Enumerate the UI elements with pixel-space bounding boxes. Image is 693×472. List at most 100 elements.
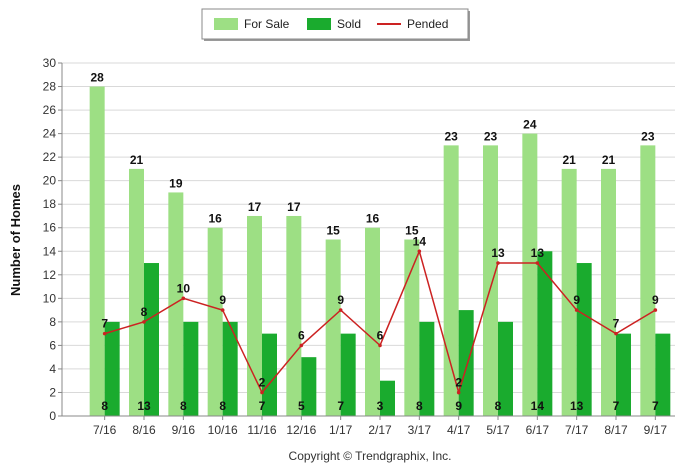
label-pended: 9 xyxy=(337,293,344,307)
bar-for-sale xyxy=(325,239,341,416)
y-tick-label: 8 xyxy=(49,315,56,329)
pended-point xyxy=(338,308,343,312)
label-sold: 7 xyxy=(613,399,620,413)
bar-for-sale xyxy=(286,215,302,416)
bar-for-sale xyxy=(601,168,616,416)
bar-sold xyxy=(222,321,238,416)
label-sold: 7 xyxy=(652,399,659,413)
pended-point xyxy=(456,390,461,395)
pended-point xyxy=(378,343,382,348)
label-for-sale: 28 xyxy=(90,71,104,85)
pended-point xyxy=(102,331,107,336)
label-pended: 7 xyxy=(101,317,108,331)
label-sold: 13 xyxy=(570,399,584,413)
bar-sold xyxy=(183,321,199,416)
label-sold: 7 xyxy=(259,399,266,413)
bar-for-sale xyxy=(129,168,144,416)
y-tick-label: 24 xyxy=(43,127,57,141)
y-tick-label: 18 xyxy=(43,197,57,211)
legend-sold-swatch xyxy=(307,18,331,30)
x-tick-label: 5/17 xyxy=(486,423,510,437)
label-for-sale: 21 xyxy=(130,153,144,167)
bar-for-sale xyxy=(247,215,262,416)
y-tick-label: 30 xyxy=(43,56,57,70)
legend-for-sale-label: For Sale xyxy=(244,17,290,31)
bar-sold xyxy=(340,333,356,416)
x-axis: 7/16 8/16 9/16 10/16 11/16 12/16 1/17 2/17 3/17 4… xyxy=(62,415,675,437)
legend: For Sale Sold Pended xyxy=(201,8,470,41)
label-for-sale: 17 xyxy=(248,200,262,214)
pended-point xyxy=(142,320,146,324)
data-labels: 2882113198168177175157163158239238241421… xyxy=(90,71,659,413)
label-sold: 8 xyxy=(101,399,108,413)
x-tick-label: 12/16 xyxy=(286,423,316,437)
pended-point xyxy=(417,249,422,254)
pended-point xyxy=(614,331,618,336)
label-pended: 9 xyxy=(219,293,226,307)
bar-for-sale xyxy=(640,145,656,416)
x-tick-label: 8/16 xyxy=(132,423,156,437)
label-for-sale: 17 xyxy=(287,200,301,214)
label-sold: 8 xyxy=(219,399,226,413)
bar-sold xyxy=(498,321,513,416)
label-for-sale: 16 xyxy=(208,212,222,226)
label-for-sale: 21 xyxy=(562,153,576,167)
y-tick-label: 20 xyxy=(43,174,57,188)
pended-line xyxy=(102,248,658,396)
y-tick-label: 2 xyxy=(49,385,56,399)
label-for-sale: 21 xyxy=(602,153,616,167)
label-pended: 6 xyxy=(377,328,384,342)
label-pended: 14 xyxy=(413,234,427,248)
label-for-sale: 24 xyxy=(523,118,537,132)
bar-for-sale xyxy=(443,145,459,416)
pended-point xyxy=(260,390,264,395)
x-tick-label: 2/17 xyxy=(368,423,392,437)
y-tick-label: 10 xyxy=(43,291,57,305)
bar-for-sale xyxy=(404,239,420,416)
bar-sold xyxy=(655,333,671,416)
label-sold: 7 xyxy=(337,399,344,413)
label-sold: 14 xyxy=(531,399,545,413)
label-sold: 8 xyxy=(180,399,187,413)
y-tick-label: 28 xyxy=(43,80,57,94)
x-tick-label: 3/17 xyxy=(408,423,432,437)
pended-point xyxy=(496,261,500,265)
label-for-sale: 16 xyxy=(366,212,380,226)
x-tick-label: 7/17 xyxy=(565,423,589,437)
y-tick-label: 0 xyxy=(49,409,56,423)
label-pended: 10 xyxy=(177,281,191,295)
x-tick-label: 6/17 xyxy=(526,423,550,437)
copyright-text: Copyright © Trendgraphix, Inc. xyxy=(289,449,452,463)
x-tick-label: 10/16 xyxy=(208,423,238,437)
pended-point xyxy=(181,296,186,301)
bar-for-sale xyxy=(522,133,538,416)
bar-for-sale xyxy=(561,168,577,416)
label-pended: 2 xyxy=(455,375,462,389)
label-sold: 3 xyxy=(377,399,384,413)
label-sold: 13 xyxy=(137,399,151,413)
y-tick-label: 16 xyxy=(43,221,57,235)
label-for-sale: 23 xyxy=(444,129,458,143)
label-pended: 2 xyxy=(259,375,266,389)
bar-sold xyxy=(301,357,317,416)
bar-for-sale xyxy=(89,86,105,417)
bar-for-sale xyxy=(168,192,184,416)
y-tick-label: 4 xyxy=(49,362,56,376)
bar-sold xyxy=(537,251,553,416)
y-tick-label: 26 xyxy=(43,103,57,117)
pended-point xyxy=(535,261,540,265)
pended-point xyxy=(299,343,304,348)
bar-sold xyxy=(104,321,120,416)
bar-sold xyxy=(419,321,435,416)
legend-sold-label: Sold xyxy=(337,17,361,31)
y-axis-label: Number of Homes xyxy=(8,184,23,296)
bar-sold xyxy=(616,333,631,416)
y-tick-label: 22 xyxy=(43,150,57,164)
x-tick-label: 9/17 xyxy=(644,423,668,437)
bar-sold xyxy=(576,263,592,416)
bar-for-sale xyxy=(365,227,380,416)
y-tick-label: 6 xyxy=(49,338,56,352)
label-pended: 9 xyxy=(652,293,659,307)
